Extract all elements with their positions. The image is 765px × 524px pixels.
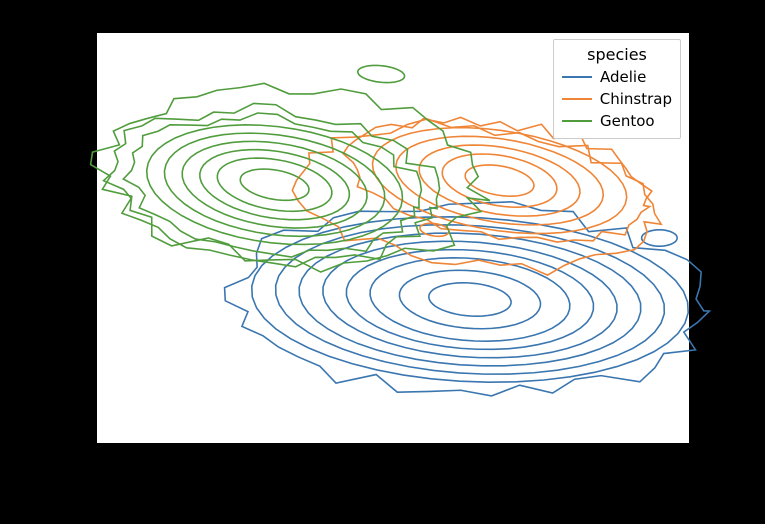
contour-level — [240, 169, 309, 200]
legend-label: Adelie — [600, 68, 646, 86]
legend-swatch — [562, 76, 592, 78]
contour-level — [299, 233, 640, 366]
contour-level — [399, 270, 540, 329]
legend-row: Adelie — [562, 66, 672, 88]
contour-level — [182, 141, 367, 228]
contour-level — [442, 154, 557, 207]
legend-title: species — [562, 45, 672, 64]
contour-level — [217, 158, 331, 211]
figure: species Adelie Chinstrap Gentoo — [0, 0, 765, 524]
contour-blob — [358, 65, 405, 82]
legend-items: Adelie Chinstrap Gentoo — [562, 66, 672, 132]
legend-swatch — [562, 98, 592, 100]
legend-label: Gentoo — [600, 112, 655, 130]
legend-label: Chinstrap — [600, 90, 672, 108]
contour-level — [292, 119, 661, 275]
contour-level — [346, 250, 593, 350]
plot-area: species Adelie Chinstrap Gentoo — [96, 32, 690, 444]
contour-level — [200, 150, 349, 220]
contour-level — [164, 133, 384, 236]
contour-level — [276, 225, 665, 374]
legend-swatch — [562, 120, 592, 122]
legend-row: Chinstrap — [562, 88, 672, 110]
legend-row: Gentoo — [562, 110, 672, 132]
legend: species Adelie Chinstrap Gentoo — [553, 39, 681, 139]
contour-level — [429, 283, 511, 316]
contour-series-chinstrap — [292, 117, 661, 275]
